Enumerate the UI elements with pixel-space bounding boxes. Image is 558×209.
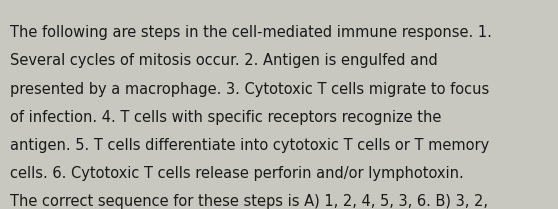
Text: Several cycles of mitosis occur. 2. Antigen is engulfed and: Several cycles of mitosis occur. 2. Anti…	[10, 53, 438, 68]
Text: antigen. 5. T cells differentiate into cytotoxic T cells or T memory: antigen. 5. T cells differentiate into c…	[10, 138, 489, 153]
Text: The following are steps in the cell-mediated immune response. 1.: The following are steps in the cell-medi…	[10, 25, 492, 40]
Text: cells. 6. Cytotoxic T cells release perforin and/or lymphotoxin.: cells. 6. Cytotoxic T cells release perf…	[10, 166, 464, 181]
Text: presented by a macrophage. 3. Cytotoxic T cells migrate to focus: presented by a macrophage. 3. Cytotoxic …	[10, 82, 489, 97]
Text: The correct sequence for these steps is A) 1, 2, 4, 5, 3, 6. B) 3, 2,: The correct sequence for these steps is …	[10, 194, 488, 209]
Text: of infection. 4. T cells with specific receptors recognize the: of infection. 4. T cells with specific r…	[10, 110, 441, 125]
